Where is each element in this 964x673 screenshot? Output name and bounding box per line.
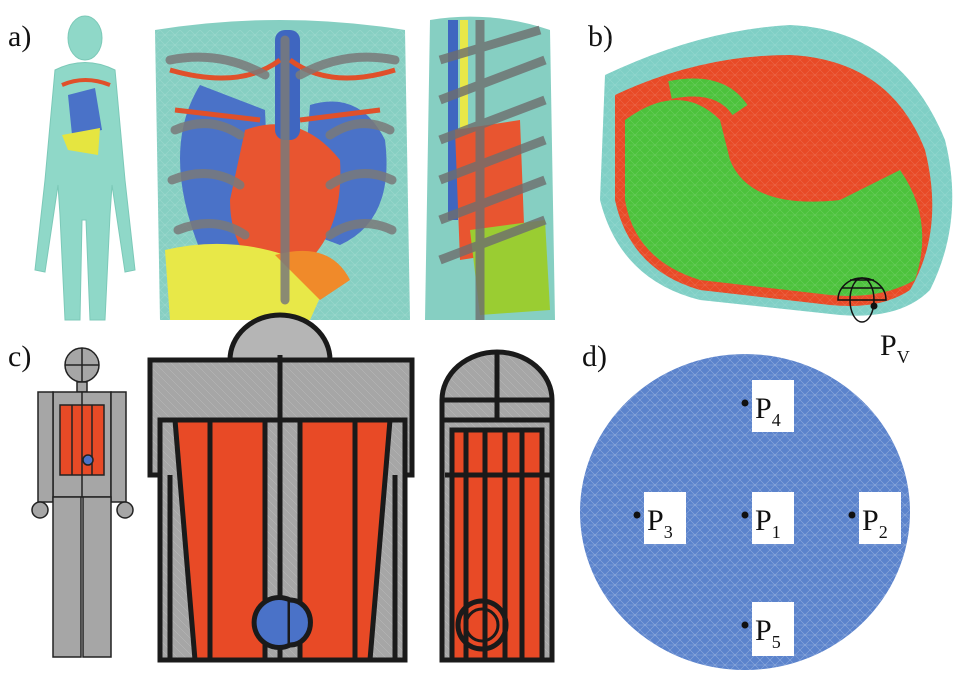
panel-d: d) P4 P3 P1 P2 P5	[580, 340, 910, 670]
panel-label: c)	[8, 340, 31, 373]
panel-a: a)	[8, 16, 555, 320]
torso-front	[155, 20, 410, 320]
body-model	[35, 16, 135, 320]
point-sub: 1	[772, 522, 781, 542]
point-label: PV	[880, 329, 910, 367]
panel-label: d)	[582, 340, 607, 373]
point-base: P	[755, 392, 772, 425]
phantom-front	[150, 315, 412, 660]
point-base: P	[755, 614, 772, 647]
panel-label: a)	[8, 20, 31, 53]
point-base: P	[880, 329, 897, 362]
point-base: P	[647, 504, 664, 537]
point-base: P	[862, 504, 879, 537]
phantom-body	[32, 348, 133, 657]
point-sub: 4	[772, 410, 781, 430]
point-sub: 5	[772, 632, 781, 652]
point-sub: V	[897, 347, 910, 367]
point-sub: 2	[879, 522, 888, 542]
figure: a)	[0, 0, 964, 673]
panel-c: c)	[8, 315, 552, 660]
point-sub: 3	[664, 522, 673, 542]
point-base: P	[755, 504, 772, 537]
phantom-side	[442, 352, 552, 660]
torso-side	[425, 17, 555, 320]
panel-b: b) PV	[588, 20, 960, 367]
